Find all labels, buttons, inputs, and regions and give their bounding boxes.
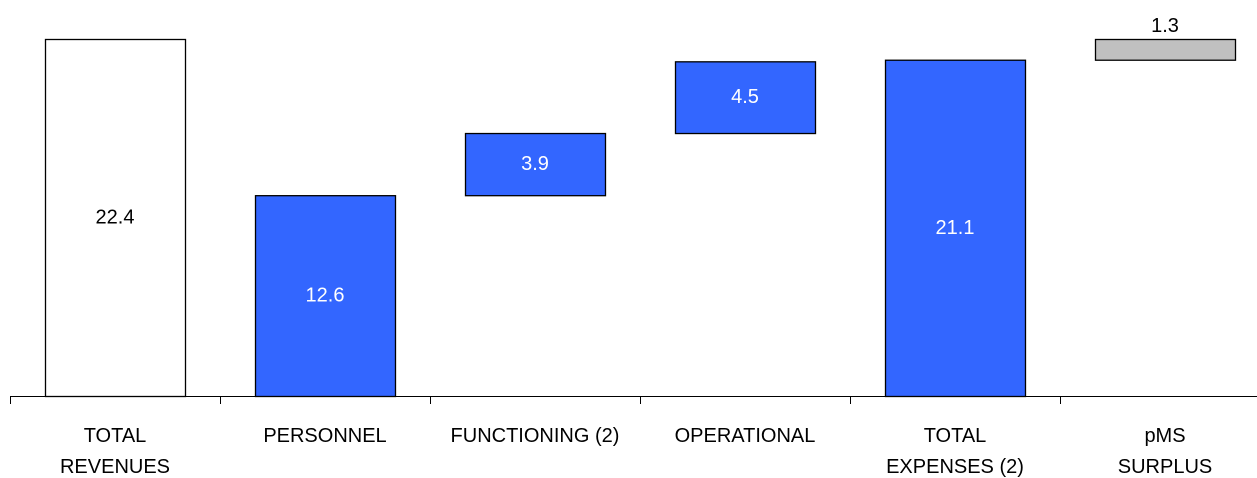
category-label-6: pMS — [1144, 425, 1185, 447]
category-label-4: OPERATIONAL — [675, 425, 816, 447]
bar-2 — [254, 195, 397, 398]
data-label-4: 4.5 — [731, 86, 759, 108]
bar-6 — [1094, 38, 1237, 61]
data-label-6: 1.3 — [1151, 15, 1179, 37]
category-label-5: TOTAL — [924, 425, 987, 447]
category-label-6: SURPLUS — [1118, 456, 1212, 478]
data-label-3: 3.9 — [521, 153, 549, 175]
category-label-2: PERSONNEL — [263, 425, 386, 447]
bar-4 — [674, 61, 817, 135]
category-label-5: EXPENSES (2) — [886, 456, 1024, 478]
data-label-5: 21.1 — [936, 217, 975, 239]
bar-1 — [44, 38, 187, 398]
category-label-3: FUNCTIONING (2) — [451, 425, 620, 447]
x-axis — [10, 396, 1257, 404]
category-labels: TOTAL REVENUES PERSONNEL FUNCTIONING (2) OPE… — [60, 425, 1212, 478]
data-label-2: 12.6 — [306, 285, 345, 307]
category-label-1: TOTAL — [84, 425, 147, 447]
bars-layer: 22.4 12.6 3.9 4.5 21.1 1.3 — [44, 15, 1237, 398]
bar-5 — [884, 59, 1027, 398]
bar-3 — [464, 132, 607, 197]
data-label-1: 22.4 — [96, 207, 135, 229]
category-label-1: REVENUES — [60, 456, 170, 478]
